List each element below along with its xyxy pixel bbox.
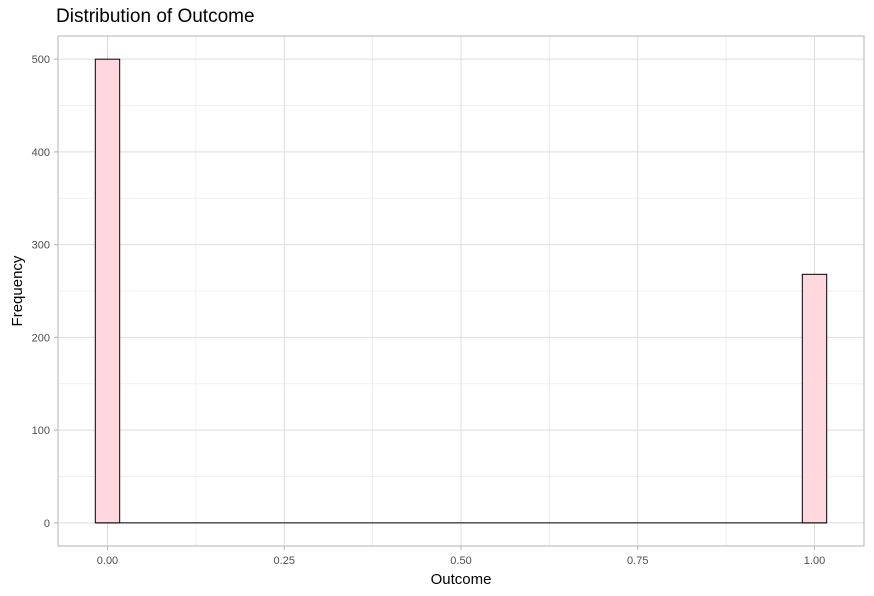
x-tick-label: 1.00: [804, 555, 825, 567]
bars-layer: [94, 58, 828, 524]
y-tick-label: 500: [32, 54, 50, 66]
x-tick-label: 0.75: [627, 555, 648, 567]
tick-labels-layer: 0.00 0.25 0.50 0.75 1.00 0 100 200 300 400 500: [32, 54, 826, 567]
chart-title: Distribution of Outcome: [56, 6, 255, 27]
x-tick-label: 0.25: [274, 555, 295, 567]
y-tick-label: 0: [44, 518, 50, 530]
grid-layer: [58, 36, 864, 546]
x-tick-label: 0.00: [97, 555, 118, 567]
y-tick-label: 200: [32, 332, 50, 344]
x-axis-title: Outcome: [431, 571, 492, 588]
x-tick-label: 0.50: [450, 555, 471, 567]
y-tick-label: 300: [32, 240, 50, 252]
histogram-bar-1: [801, 273, 828, 524]
histogram-bar-0: [94, 58, 121, 524]
y-tick-label: 100: [32, 425, 50, 437]
y-tick-label: 400: [32, 147, 50, 159]
y-axis-title: Frequency: [9, 255, 26, 326]
